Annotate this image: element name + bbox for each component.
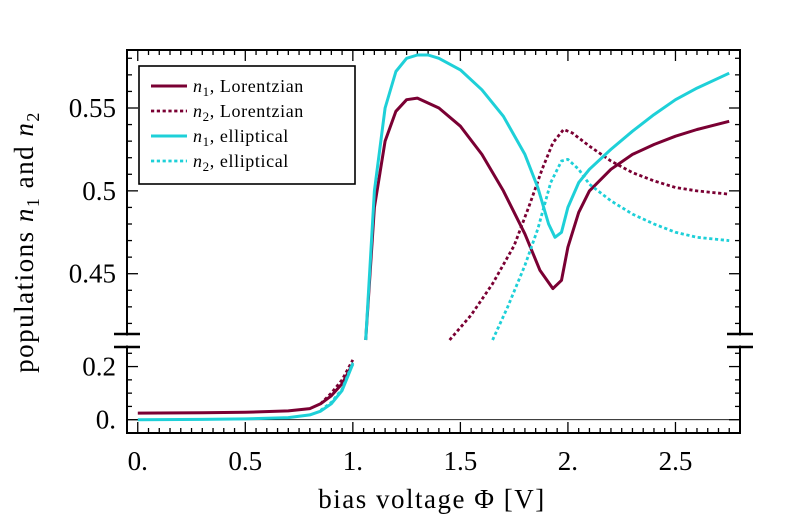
series-line-n2-elliptical xyxy=(319,362,355,412)
y-tick-label: 0.2 xyxy=(82,352,116,382)
legend-label: n2, Lorentzian xyxy=(193,101,304,124)
x-tick-label: 1. xyxy=(343,446,363,476)
series-line-n2-lorentzian xyxy=(319,359,355,405)
series-line-n1-lorentzian xyxy=(137,363,355,415)
y-tick-label: 0.5 xyxy=(82,176,116,206)
x-axis-title: bias voltage Φ [V] xyxy=(318,484,545,514)
tick-labels: 0. 0.5 1. 1.5 2. 2.5 0.45 0.5 0.55 0. 0.2 xyxy=(69,93,693,476)
x-tick-label: 0. xyxy=(128,446,148,476)
y-tick-label: 0. xyxy=(96,405,116,435)
series-line-n1-elliptical xyxy=(364,53,730,341)
y-axis-title-n1: n xyxy=(9,207,39,222)
y-axis-title: populations n1 and n2 xyxy=(9,111,43,373)
axis-break-gap xyxy=(726,335,754,346)
axis-break-gap xyxy=(113,335,141,346)
x-tick-label: 0.5 xyxy=(228,446,262,476)
y-tick-label: 0.55 xyxy=(69,93,116,123)
x-tick-label: 2.5 xyxy=(659,446,693,476)
x-tick-label: 1.5 xyxy=(444,446,478,476)
series-line-n1-lorentzian xyxy=(364,96,730,341)
series-line-n2-lorentzian xyxy=(448,128,730,341)
x-tick-label: 2. xyxy=(558,446,578,476)
legend-label: n2, elliptical xyxy=(193,151,289,174)
plot-frame xyxy=(126,49,741,434)
y-axis-title-sub1: 1 xyxy=(23,197,43,208)
series-line-n2-elliptical xyxy=(491,157,730,341)
y-axis-title-mid: and xyxy=(9,137,39,197)
axis-break-markers xyxy=(113,332,754,349)
legend-label: n1, Lorentzian xyxy=(193,76,304,99)
y-tick-label: 0.45 xyxy=(69,259,116,289)
series-group xyxy=(137,53,730,422)
y-axis-title-n2: n xyxy=(9,122,39,137)
legend-label: n1, elliptical xyxy=(193,126,289,149)
y-axis-title-sub2: 2 xyxy=(23,111,43,122)
y-axis-title-prefix: populations xyxy=(9,222,39,373)
